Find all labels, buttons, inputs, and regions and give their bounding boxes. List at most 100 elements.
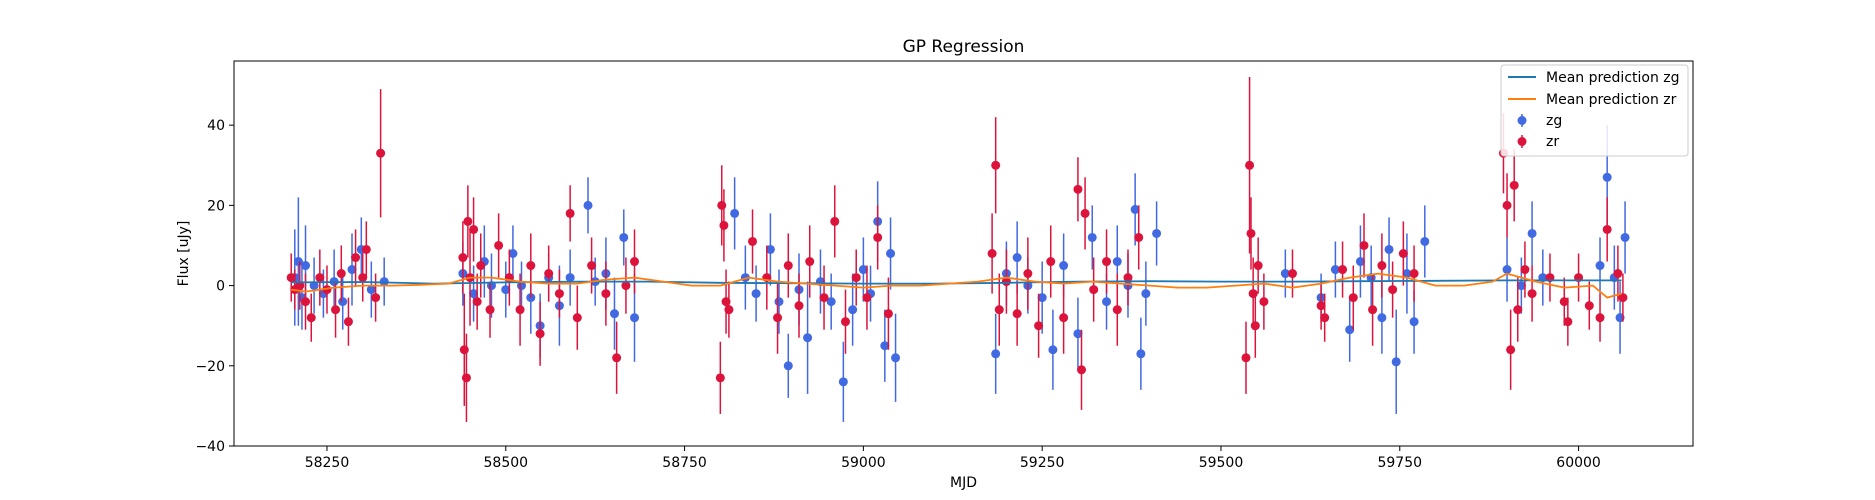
data-point-zr [873, 232, 883, 242]
data-point-zr [343, 317, 353, 327]
data-point-zr [371, 293, 381, 303]
data-point-zg [583, 200, 593, 210]
data-point-zr [1023, 269, 1033, 279]
data-point-zr [554, 289, 564, 299]
data-point-zg [1409, 317, 1419, 327]
series-zr [286, 77, 1628, 422]
data-point-zr [851, 273, 861, 283]
data-point-zg [1141, 289, 1151, 299]
data-point-zr [1563, 317, 1573, 327]
legend-marker-zr [1517, 137, 1527, 146]
data-point-zg [1130, 204, 1140, 214]
data-point-zr [1398, 249, 1408, 258]
data-point-zr [336, 269, 346, 279]
data-point-zg [1516, 281, 1526, 291]
data-point-zr [306, 313, 316, 323]
y-tick-label: 40 [207, 118, 225, 134]
data-point-zg [848, 305, 858, 315]
data-point-zr [1080, 208, 1090, 218]
data-point-zg [1048, 345, 1058, 355]
data-point-zr [830, 216, 840, 226]
data-point-zg [1595, 261, 1605, 271]
data-point-zr [544, 269, 554, 279]
data-point-zr [717, 200, 727, 210]
data-point-zr [515, 305, 525, 315]
data-point-zr [1388, 285, 1398, 295]
data-point-zg [301, 261, 311, 271]
y-tick-label: 0 [216, 279, 225, 295]
data-point-zr [1123, 273, 1133, 283]
data-point-zr [485, 305, 495, 315]
x-tick-label: 59000 [841, 455, 886, 471]
data-point-zg [1152, 228, 1162, 238]
data-point-zr [1320, 313, 1330, 323]
data-point-zr [1618, 293, 1628, 303]
x-tick-label: 58250 [305, 455, 350, 471]
legend: Mean prediction zg Mean prediction zr zg… [1500, 64, 1689, 157]
data-point-zr [476, 261, 486, 271]
data-point-zg [517, 281, 527, 291]
data-point-zr [773, 313, 783, 323]
data-point-zg [826, 297, 836, 307]
x-tick-label: 59500 [1199, 455, 1244, 471]
data-point-zg [751, 289, 761, 299]
legend-box [1500, 64, 1689, 157]
data-point-zg [609, 309, 619, 319]
data-point-zr [1502, 200, 1512, 210]
legend-label-mean-zg: Mean prediction zg [1546, 70, 1680, 86]
data-point-zg [1073, 329, 1083, 339]
data-point-zr [535, 329, 545, 339]
x-tick-label: 60000 [1556, 455, 1601, 471]
data-point-zg [891, 353, 901, 363]
data-point-zg [379, 277, 389, 287]
data-point-zr [1089, 285, 1099, 295]
data-point-zg [293, 257, 303, 267]
data-point-zg [1059, 261, 1069, 271]
data-point-zr [748, 236, 758, 246]
data-point-zr [1073, 184, 1083, 194]
data-point-zr [1248, 289, 1258, 299]
x-tick-label: 59750 [1377, 455, 1422, 471]
data-point-zr [458, 253, 468, 263]
data-point-zg [1280, 269, 1290, 279]
y-axis-label: Flux [uJy] [176, 221, 192, 287]
data-point-zr [1506, 345, 1516, 355]
data-point-zr [1077, 365, 1087, 375]
data-point-zr [1368, 305, 1378, 315]
data-point-zr [315, 273, 325, 283]
data-point-zg [309, 281, 319, 291]
data-point-zr [572, 313, 582, 323]
data-point-zg [338, 297, 348, 307]
data-point-zg [765, 244, 775, 254]
x-tick-label: 58750 [662, 455, 707, 471]
data-point-zr [630, 257, 640, 267]
data-point-zr [1250, 321, 1260, 331]
data-point-zr [472, 297, 482, 307]
data-point-zg [858, 265, 868, 275]
data-point-zr [1348, 293, 1358, 303]
mean-prediction-line-zr [291, 272, 1622, 299]
data-point-zr [794, 301, 804, 311]
data-point-zr [494, 240, 504, 250]
data-point-zr [469, 224, 479, 234]
data-point-zg [1391, 357, 1401, 367]
data-point-zr [1102, 257, 1112, 267]
data-point-zr [715, 373, 725, 383]
x-tick-label: 59250 [1020, 455, 1065, 471]
data-point-zr [1001, 277, 1011, 287]
data-point-zr [1359, 240, 1369, 250]
data-point-zr [1409, 269, 1419, 279]
data-point-zr [1253, 261, 1263, 271]
data-point-zr [783, 261, 793, 271]
data-point-zr [994, 305, 1004, 315]
data-point-zr [1034, 321, 1044, 331]
data-point-zg [347, 265, 357, 275]
legend-label-zg: zg [1546, 113, 1562, 129]
data-point-zr [1584, 301, 1594, 311]
data-point-zr [461, 373, 471, 383]
data-point-zg [1012, 253, 1022, 263]
data-point-zr [1527, 289, 1537, 299]
data-point-zg [991, 349, 1001, 359]
data-point-zr [526, 261, 536, 271]
